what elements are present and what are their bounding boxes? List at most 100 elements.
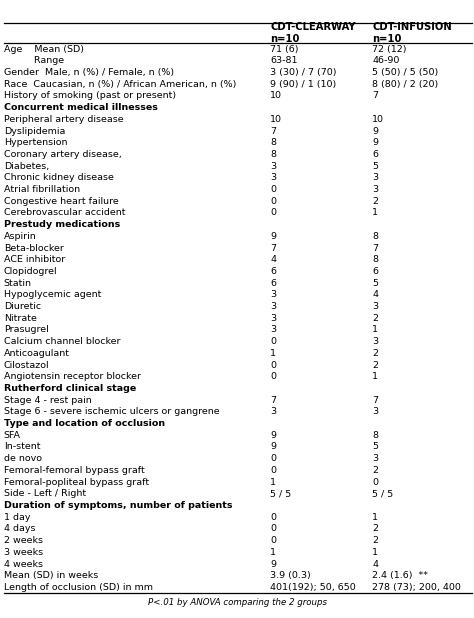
Text: 9: 9	[270, 559, 276, 569]
Text: 2: 2	[372, 314, 378, 323]
Text: Prasugrel: Prasugrel	[4, 326, 48, 334]
Text: 9: 9	[372, 138, 378, 147]
Text: 1: 1	[372, 548, 378, 557]
Text: Hypoglycemic agent: Hypoglycemic agent	[4, 290, 101, 299]
Text: 1: 1	[270, 548, 276, 557]
Text: 6: 6	[372, 267, 378, 276]
Text: 9 (90) / 1 (10): 9 (90) / 1 (10)	[270, 80, 337, 89]
Text: 2: 2	[372, 525, 378, 533]
Text: Calcium channel blocker: Calcium channel blocker	[4, 337, 120, 346]
Text: Rutherford clinical stage: Rutherford clinical stage	[4, 384, 136, 393]
Text: Stage 4 - rest pain: Stage 4 - rest pain	[4, 396, 91, 405]
Text: 63-81: 63-81	[270, 56, 298, 66]
Text: 5: 5	[372, 162, 378, 171]
Text: Statin: Statin	[4, 279, 32, 287]
Text: 9: 9	[270, 431, 276, 440]
Text: 7: 7	[372, 91, 378, 100]
Text: 7: 7	[270, 396, 276, 405]
Text: 3: 3	[270, 326, 276, 334]
Text: 1 day: 1 day	[4, 513, 30, 522]
Text: 2: 2	[372, 536, 378, 545]
Text: 0: 0	[270, 372, 276, 381]
Text: 10: 10	[270, 115, 282, 124]
Text: Range: Range	[4, 56, 64, 66]
Text: 8: 8	[372, 431, 378, 440]
Text: 3: 3	[372, 337, 378, 346]
Text: 8: 8	[372, 232, 378, 241]
Text: 71 (6): 71 (6)	[270, 44, 299, 54]
Text: 0: 0	[270, 208, 276, 218]
Text: Diabetes,: Diabetes,	[4, 162, 49, 171]
Text: Peripheral artery disease: Peripheral artery disease	[4, 115, 123, 124]
Text: 8 (80) / 2 (20): 8 (80) / 2 (20)	[372, 80, 438, 89]
Text: Side - Left / Right: Side - Left / Right	[4, 489, 86, 498]
Text: Femoral-popliteal bypass graft: Femoral-popliteal bypass graft	[4, 478, 149, 486]
Text: Duration of symptoms, number of patients: Duration of symptoms, number of patients	[4, 501, 232, 510]
Text: 5 (50) / 5 (50): 5 (50) / 5 (50)	[372, 68, 438, 77]
Text: 2: 2	[372, 349, 378, 358]
Text: Hypertension: Hypertension	[4, 138, 67, 147]
Text: Age    Mean (SD): Age Mean (SD)	[4, 44, 84, 54]
Text: 10: 10	[372, 115, 384, 124]
Text: 8: 8	[372, 255, 378, 265]
Text: 3: 3	[270, 162, 276, 171]
Text: 0: 0	[270, 513, 276, 522]
Text: CDT-INFUSION
n=10: CDT-INFUSION n=10	[372, 22, 452, 44]
Text: History of smoking (past or present): History of smoking (past or present)	[4, 91, 176, 100]
Text: 7: 7	[372, 243, 378, 253]
Text: 5: 5	[372, 442, 378, 452]
Text: Cilostazol: Cilostazol	[4, 360, 49, 370]
Text: CDT-CLEARWAY
n=10: CDT-CLEARWAY n=10	[270, 22, 356, 44]
Text: 5 / 5: 5 / 5	[270, 489, 292, 498]
Text: 8: 8	[270, 150, 276, 159]
Text: 2: 2	[372, 360, 378, 370]
Text: 9: 9	[270, 232, 276, 241]
Text: 72 (12): 72 (12)	[372, 44, 407, 54]
Text: 0: 0	[270, 536, 276, 545]
Text: Femoral-femoral bypass graft: Femoral-femoral bypass graft	[4, 466, 145, 475]
Text: ACE inhibitor: ACE inhibitor	[4, 255, 65, 265]
Text: Nitrate: Nitrate	[4, 314, 36, 323]
Text: 0: 0	[270, 525, 276, 533]
Text: 7: 7	[372, 396, 378, 405]
Text: 2: 2	[372, 466, 378, 475]
Text: Type and location of occlusion: Type and location of occlusion	[4, 419, 165, 428]
Text: 3: 3	[372, 302, 378, 311]
Text: 3: 3	[270, 173, 276, 182]
Text: Beta-blocker: Beta-blocker	[4, 243, 64, 253]
Text: 4: 4	[372, 559, 378, 569]
Text: Anticoagulant: Anticoagulant	[4, 349, 70, 358]
Text: 1: 1	[270, 478, 276, 486]
Text: 4 weeks: 4 weeks	[4, 559, 43, 569]
Text: 3: 3	[372, 173, 378, 182]
Text: 6: 6	[270, 279, 276, 287]
Text: Chronic kidney disease: Chronic kidney disease	[4, 173, 114, 182]
Text: 3: 3	[270, 314, 276, 323]
Text: 1: 1	[372, 513, 378, 522]
Text: 4 days: 4 days	[4, 525, 35, 533]
Text: Angiotensin receptor blocker: Angiotensin receptor blocker	[4, 372, 141, 381]
Text: Atrial fibrillation: Atrial fibrillation	[4, 185, 80, 194]
Text: 6: 6	[372, 150, 378, 159]
Text: 1: 1	[372, 208, 378, 218]
Text: 0: 0	[270, 454, 276, 464]
Text: 0: 0	[372, 478, 378, 486]
Text: 4: 4	[372, 290, 378, 299]
Text: 278 (73); 200, 400: 278 (73); 200, 400	[372, 583, 461, 592]
Text: Stage 6 - severe ischemic ulcers or gangrene: Stage 6 - severe ischemic ulcers or gang…	[4, 407, 219, 417]
Text: SFA: SFA	[4, 431, 21, 440]
Text: 5 / 5: 5 / 5	[372, 489, 393, 498]
Text: 3: 3	[372, 185, 378, 194]
Text: 1: 1	[372, 372, 378, 381]
Text: 3: 3	[270, 290, 276, 299]
Text: Dyslipidemia: Dyslipidemia	[4, 127, 65, 135]
Text: 0: 0	[270, 466, 276, 475]
Text: 9: 9	[270, 442, 276, 452]
Text: 3: 3	[270, 302, 276, 311]
Text: Prestudy medications: Prestudy medications	[4, 220, 120, 229]
Text: 4: 4	[270, 255, 276, 265]
Text: de novo: de novo	[4, 454, 42, 464]
Text: Aspirin: Aspirin	[4, 232, 36, 241]
Text: Cerebrovascular accident: Cerebrovascular accident	[4, 208, 125, 218]
Text: 2 weeks: 2 weeks	[4, 536, 43, 545]
